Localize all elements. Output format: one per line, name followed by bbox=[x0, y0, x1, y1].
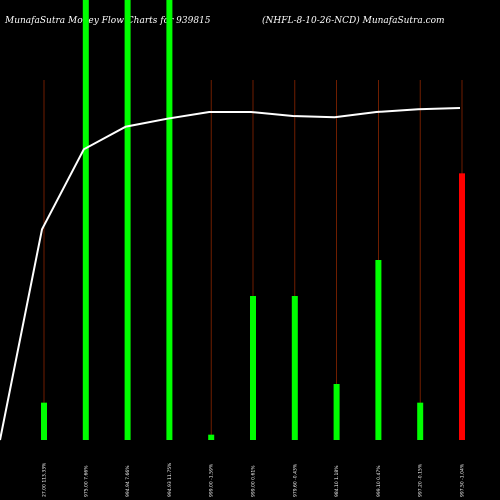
bar bbox=[291, 296, 298, 440]
bar bbox=[41, 402, 47, 440]
x-tick-label: 999.10 0.47% bbox=[376, 465, 382, 497]
x-tick-label: 997.50 -1.04% bbox=[460, 463, 466, 497]
bar bbox=[166, 0, 173, 440]
x-tick-label: 979.60 -0.43% bbox=[292, 463, 298, 497]
bar bbox=[417, 402, 424, 440]
x-tick-label: 975.00 7.66% bbox=[83, 465, 89, 497]
chart-title: MunafaSutra Money Flow Charts for 939815 bbox=[4, 16, 211, 26]
x-tick-label: 27.00 113.33% bbox=[42, 462, 48, 497]
money-flow-polyline bbox=[0, 107, 461, 441]
x-tick-label: 994.93 11.75% bbox=[167, 462, 173, 497]
x-tick-label: 997.20 -0.15% bbox=[418, 463, 424, 497]
x-tick-label: 994.94 7.66% bbox=[125, 465, 131, 497]
bar bbox=[459, 173, 465, 441]
chart-subtitle: (NHFL-8-10-26-NCD) MunafaSutra.com bbox=[262, 15, 445, 26]
money-flow-line bbox=[0, 107, 461, 441]
bar bbox=[124, 0, 131, 440]
bar bbox=[250, 296, 256, 440]
bar bbox=[333, 384, 340, 440]
x-tick-label: 984.10 1.18% bbox=[334, 465, 340, 497]
x-tick-label: 999.00 -1.59% bbox=[209, 463, 215, 497]
bar bbox=[208, 434, 215, 440]
bars bbox=[41, 0, 465, 441]
bar bbox=[82, 0, 89, 440]
bar bbox=[375, 260, 382, 440]
x-tick-labels: 27.00 113.33% 975.00 7.66% 994.94 7.66% 994… bbox=[42, 462, 466, 497]
x-tick-label: 999.00 0.61% bbox=[251, 465, 257, 497]
